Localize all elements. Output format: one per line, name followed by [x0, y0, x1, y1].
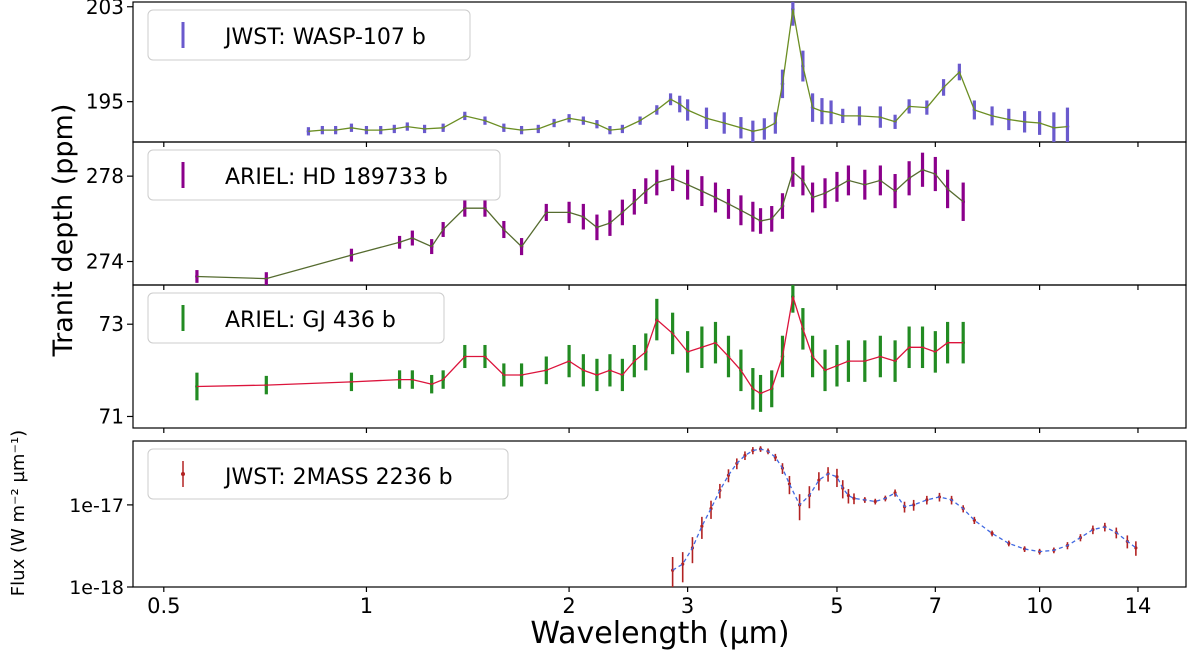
panel-frame-2mass2236 [132, 440, 1187, 588]
legend-2mass2236: JWST: 2MASS 2236 b [147, 448, 509, 500]
series-wasp107 [306, 2, 1070, 142]
legend-label: ARIEL: HD 189733 b [225, 165, 448, 190]
axis-ticks: 195 203 274 278 71 73 1e-17 1e-18 0.5 1 2 3 5 7 10 14 [69, 0, 1151, 618]
x-tick-label: 10 [1026, 594, 1053, 618]
model-line [308, 8, 1068, 132]
y-tick-label: 274 [86, 250, 124, 274]
series-2mass2236 [671, 446, 1138, 587]
x-tick-label: 0.5 [147, 594, 180, 618]
legend-label: ARIEL: GJ 436 b [225, 308, 396, 333]
legend-wasp107: JWST: WASP-107 b [147, 9, 471, 61]
legend-label: JWST: WASP-107 b [223, 25, 426, 50]
y-tick-label: 278 [86, 164, 124, 188]
y-tick-label: 203 [86, 0, 124, 19]
data-point [873, 499, 877, 504]
data-point [990, 531, 994, 535]
y-axis-title: Tranit depth (ppm) [48, 104, 79, 358]
x-tick-label: 2 [562, 594, 575, 618]
x-axis-title: Wavelength (µm) [530, 616, 789, 651]
flux-axis-title: Flux (W m⁻² µm⁻¹) [8, 430, 29, 596]
x-tick-label: 7 [929, 594, 942, 618]
series-hd189733 [195, 152, 965, 285]
data-point [700, 524, 704, 528]
x-tick-label: 1 [360, 594, 373, 618]
x-tick-label: 3 [681, 594, 694, 618]
legend-hd189733: ARIEL: HD 189733 b [147, 149, 501, 201]
data-point [852, 496, 856, 500]
panel-frame-gj436 [132, 284, 1187, 429]
legend-gj436: ARIEL: GJ 436 b [147, 292, 445, 344]
y-tick-label: 1e-17 [69, 495, 124, 517]
data-point [817, 478, 821, 482]
model-line [672, 448, 1137, 571]
model-line [196, 168, 964, 280]
legend-label: JWST: 2MASS 2236 b [223, 465, 453, 490]
legend-marker-dot [181, 472, 185, 476]
model-line [196, 296, 964, 395]
series-gj436 [195, 285, 965, 412]
x-tick-label: 5 [830, 594, 843, 618]
y-tick-label: 71 [99, 404, 124, 428]
x-tick-label: 14 [1125, 594, 1152, 618]
y-tick-label: 1e-18 [69, 577, 124, 599]
y-tick-label: 195 [86, 90, 124, 114]
y-tick-label: 73 [99, 312, 124, 336]
